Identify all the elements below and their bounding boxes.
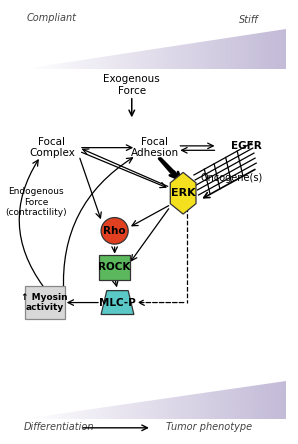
Text: EGFR: EGFR [231,141,261,151]
Text: Differentiation: Differentiation [23,422,94,432]
Text: ROCK: ROCK [98,262,131,272]
Text: MLC-P: MLC-P [99,297,136,308]
Text: Exogenous
Force: Exogenous Force [103,74,160,95]
Text: Tumor phenotype: Tumor phenotype [166,422,252,432]
Polygon shape [101,291,134,314]
Polygon shape [170,172,196,214]
Text: Oncogene(s): Oncogene(s) [201,173,263,183]
Text: Endogenous
Force
(contractility): Endogenous Force (contractility) [5,187,67,217]
Text: ↑ Myosin
activity: ↑ Myosin activity [21,293,68,312]
Text: Stiff: Stiff [239,15,259,25]
Text: Rho: Rho [103,226,126,236]
Ellipse shape [101,218,128,244]
Text: Focal
Adhesion: Focal Adhesion [131,137,179,159]
FancyBboxPatch shape [25,286,65,319]
Text: Compliant: Compliant [26,13,76,23]
Text: ERK: ERK [171,188,195,198]
Text: Focal
Complex: Focal Complex [29,137,75,159]
FancyBboxPatch shape [99,255,130,280]
